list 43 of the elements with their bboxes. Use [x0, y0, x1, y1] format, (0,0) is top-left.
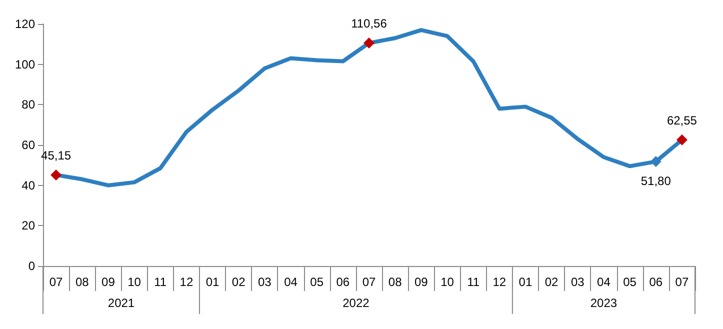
x-tick-label: 03	[258, 275, 272, 289]
x-tick-label: 01	[206, 275, 220, 289]
x-tick-label: 10	[440, 275, 454, 289]
text: 2022	[342, 296, 370, 310]
x-tick-label: 07	[362, 275, 376, 289]
x-tick-label: 04	[284, 275, 298, 289]
data-label: 45,15	[41, 148, 72, 162]
x-tick-label: 11	[467, 275, 480, 289]
data-label: 110,56	[351, 16, 388, 31]
data-label: 51,80	[640, 174, 672, 188]
x-tick-label: 11	[154, 275, 167, 289]
point	[650, 156, 662, 168]
x-tick-label: 07	[49, 275, 64, 289]
x-tick-label: 06	[336, 275, 350, 289]
x-tick-label: 09	[102, 275, 116, 289]
y-tick-label: 40	[22, 178, 36, 192]
point	[50, 169, 62, 180]
data-label: 62,55	[666, 113, 698, 128]
x-tick-label: 03	[570, 275, 585, 289]
y-tick-label: 60	[22, 138, 36, 152]
x-tick-label: 01	[518, 275, 532, 289]
x-tick-label: 06	[649, 275, 663, 289]
y-tick-label: 120	[14, 17, 36, 31]
x-tick-label: 12	[492, 275, 506, 289]
y-tick-label: 80	[22, 98, 36, 112]
point	[676, 134, 688, 146]
y-tick-label: 0	[28, 259, 36, 273]
x-tick-label: 12	[180, 275, 194, 289]
x-tick-label: 02	[232, 275, 246, 289]
y-tick-label: 100	[14, 57, 36, 72]
x-tick-label: 04	[597, 275, 611, 289]
point	[364, 38, 374, 49]
x-tick-label: 10	[128, 275, 142, 289]
x-tick-label: 08	[75, 275, 90, 289]
x-tick-label: 05	[310, 275, 324, 289]
y-tick-label: 20	[22, 218, 36, 233]
x-tick-label: 09	[414, 275, 428, 289]
x-tick-label: 02	[544, 275, 559, 289]
text: 2023	[590, 296, 618, 310]
x-tick-label: 08	[388, 275, 402, 289]
text: 2021	[108, 296, 135, 310]
x-tick-label: 05	[623, 275, 637, 289]
x-tick-label: 07	[675, 275, 689, 289]
